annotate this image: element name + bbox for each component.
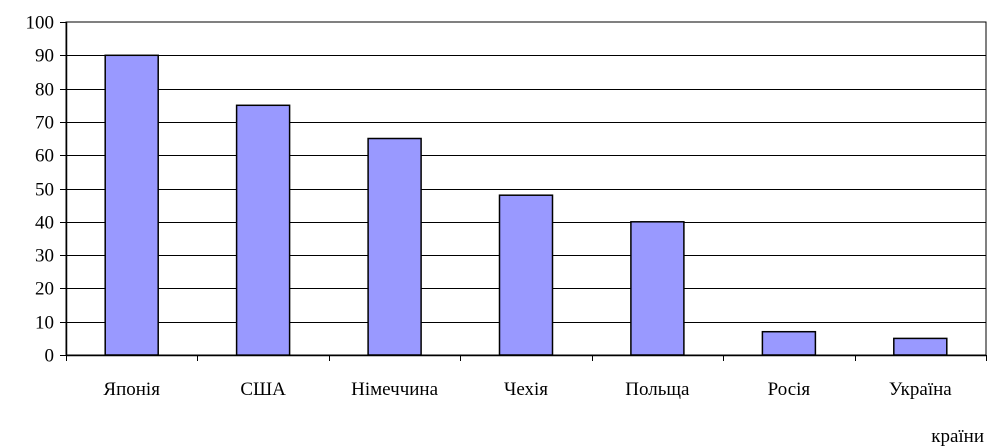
x-category-label: Росія xyxy=(768,379,811,400)
bar xyxy=(761,330,817,356)
y-tick-labels: 0 10 20 30 40 50 60 70 80 90 100 xyxy=(26,13,55,367)
x-category-label: Чехія xyxy=(504,379,548,400)
y-tick-label: 60 xyxy=(35,146,54,167)
y-tick-label: 10 xyxy=(35,313,54,334)
y-tick-label: 90 xyxy=(35,46,54,67)
x-axis-title: країни xyxy=(931,426,984,447)
x-category-labels: Японія США Німеччина Чехія Польща Росія Україн… xyxy=(103,379,952,400)
y-tick-label: 40 xyxy=(35,213,54,234)
x-category-label: США xyxy=(240,379,286,400)
bar xyxy=(630,221,685,356)
axes xyxy=(60,22,987,361)
y-tick-label: 0 xyxy=(45,346,55,367)
y-tick-label: 30 xyxy=(35,246,54,267)
y-tick-label: 50 xyxy=(35,180,54,201)
y-tick-label: 20 xyxy=(35,279,54,300)
x-category-label: Україна xyxy=(889,379,952,400)
bars xyxy=(104,54,948,356)
bar xyxy=(498,194,554,356)
y-tick-label: 70 xyxy=(35,113,54,134)
bar xyxy=(367,137,422,356)
x-category-label: Польща xyxy=(625,379,690,400)
y-tick-label: 100 xyxy=(26,13,55,34)
bar xyxy=(235,104,291,356)
x-category-label: Німеччина xyxy=(351,379,438,400)
y-tick-label: 80 xyxy=(35,80,54,101)
bar xyxy=(893,337,948,356)
x-category-label: Японія xyxy=(103,379,160,400)
bar xyxy=(104,54,159,356)
